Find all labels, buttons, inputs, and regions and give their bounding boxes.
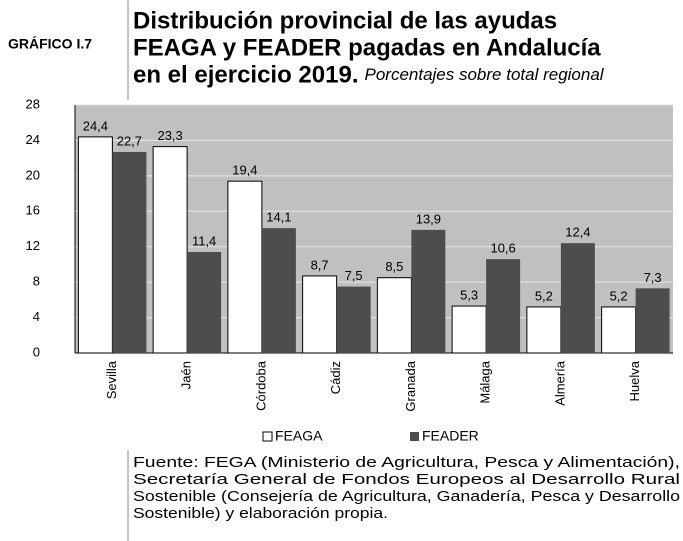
legend-label: FEADER bbox=[422, 428, 479, 444]
source-text: Sostenible (Consejería de Agricultura, G… bbox=[133, 488, 680, 505]
y-tick-label: 12 bbox=[26, 238, 40, 253]
legend-swatch bbox=[262, 431, 273, 442]
data-label: 5,2 bbox=[535, 288, 553, 303]
bar bbox=[635, 288, 670, 353]
bar bbox=[302, 275, 338, 354]
data-label: 12,4 bbox=[565, 225, 590, 240]
bar bbox=[227, 180, 263, 354]
chart-title: en el ejercicio 2019. Porcentajes sobre t… bbox=[133, 61, 605, 88]
bar bbox=[152, 146, 188, 354]
bar bbox=[601, 306, 637, 354]
y-tick-label: 4 bbox=[33, 309, 40, 324]
source-text: Fuente: FEGA (Ministerio de Agricultura,… bbox=[133, 454, 680, 471]
bar bbox=[560, 243, 595, 353]
data-label: 8,5 bbox=[385, 259, 403, 274]
data-label: 5,2 bbox=[610, 288, 628, 303]
legend-swatch bbox=[410, 432, 419, 441]
data-label: 24,4 bbox=[83, 118, 108, 133]
chart-title: Distribución provincial de las ayudas bbox=[133, 7, 557, 34]
source-text: Sostenible) y elaboración propia. bbox=[133, 505, 388, 522]
data-label: 22,7 bbox=[117, 133, 142, 148]
bar bbox=[376, 277, 412, 354]
y-tick-label: 16 bbox=[26, 203, 40, 218]
data-label: 14,1 bbox=[266, 210, 291, 225]
bar bbox=[77, 136, 113, 354]
x-tick-label: Cádiz bbox=[328, 361, 343, 394]
x-tick-label: Granada bbox=[403, 360, 418, 411]
x-tick-label: Huelva bbox=[627, 360, 642, 401]
bar bbox=[112, 151, 147, 353]
chart-subtitle: Porcentajes sobre total regional bbox=[364, 65, 604, 84]
y-tick-label: 24 bbox=[26, 132, 40, 147]
bar bbox=[411, 229, 446, 353]
x-tick-label: Málaga bbox=[478, 360, 493, 403]
y-tick-label: 8 bbox=[33, 274, 40, 289]
bar bbox=[486, 259, 521, 353]
data-label: 7,3 bbox=[644, 270, 662, 285]
bar bbox=[451, 305, 487, 354]
bar bbox=[187, 252, 222, 353]
data-label: 23,3 bbox=[157, 128, 182, 143]
y-tick-label: 20 bbox=[26, 167, 40, 182]
x-tick-label: Córdoba bbox=[253, 360, 268, 411]
data-label: 5,3 bbox=[460, 287, 478, 302]
bar bbox=[526, 306, 562, 354]
figure-label: GRÁFICO I.7 bbox=[8, 36, 92, 52]
bar bbox=[261, 228, 296, 353]
legend-label: FEAGA bbox=[275, 428, 323, 444]
bar bbox=[336, 286, 371, 353]
x-tick-label: Sevilla bbox=[104, 360, 119, 399]
data-label: 13,9 bbox=[416, 211, 441, 226]
x-tick-label: Almería bbox=[552, 360, 567, 406]
data-label: 11,4 bbox=[192, 233, 216, 248]
data-label: 7,5 bbox=[345, 268, 363, 283]
chart-title: FEAGA y FEADER pagadas en Andalucía bbox=[133, 34, 601, 61]
y-tick-label: 0 bbox=[33, 344, 40, 359]
data-label: 8,7 bbox=[311, 257, 329, 272]
data-label: 19,4 bbox=[232, 163, 257, 178]
source-text: Secretaría General de Fondos Europeos al… bbox=[133, 471, 680, 488]
x-tick-label: Jaén bbox=[179, 361, 194, 389]
y-tick-label: 28 bbox=[26, 96, 40, 111]
data-label: 10,6 bbox=[490, 241, 515, 256]
